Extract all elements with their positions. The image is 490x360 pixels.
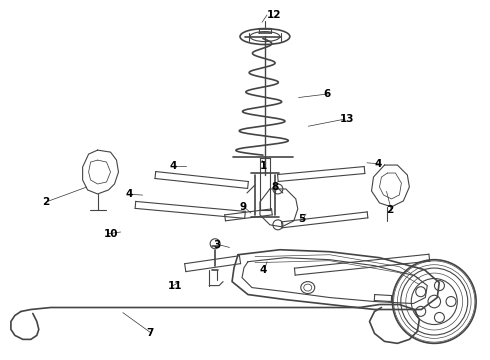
Text: 9: 9 [239, 202, 246, 212]
Text: 8: 8 [272, 182, 279, 192]
Text: 4: 4 [125, 189, 133, 199]
Text: 1: 1 [260, 161, 267, 171]
Text: 3: 3 [213, 239, 220, 249]
Text: 10: 10 [103, 229, 118, 239]
Text: 4: 4 [374, 159, 382, 169]
Text: 2: 2 [43, 197, 49, 207]
Text: 12: 12 [267, 10, 281, 20]
Text: 7: 7 [147, 328, 154, 338]
Text: 13: 13 [340, 114, 355, 124]
Text: 5: 5 [298, 215, 305, 224]
Text: 4: 4 [260, 265, 267, 275]
Text: 2: 2 [387, 206, 394, 216]
Text: 11: 11 [168, 281, 182, 291]
Text: 6: 6 [323, 89, 330, 99]
Text: 4: 4 [170, 161, 177, 171]
